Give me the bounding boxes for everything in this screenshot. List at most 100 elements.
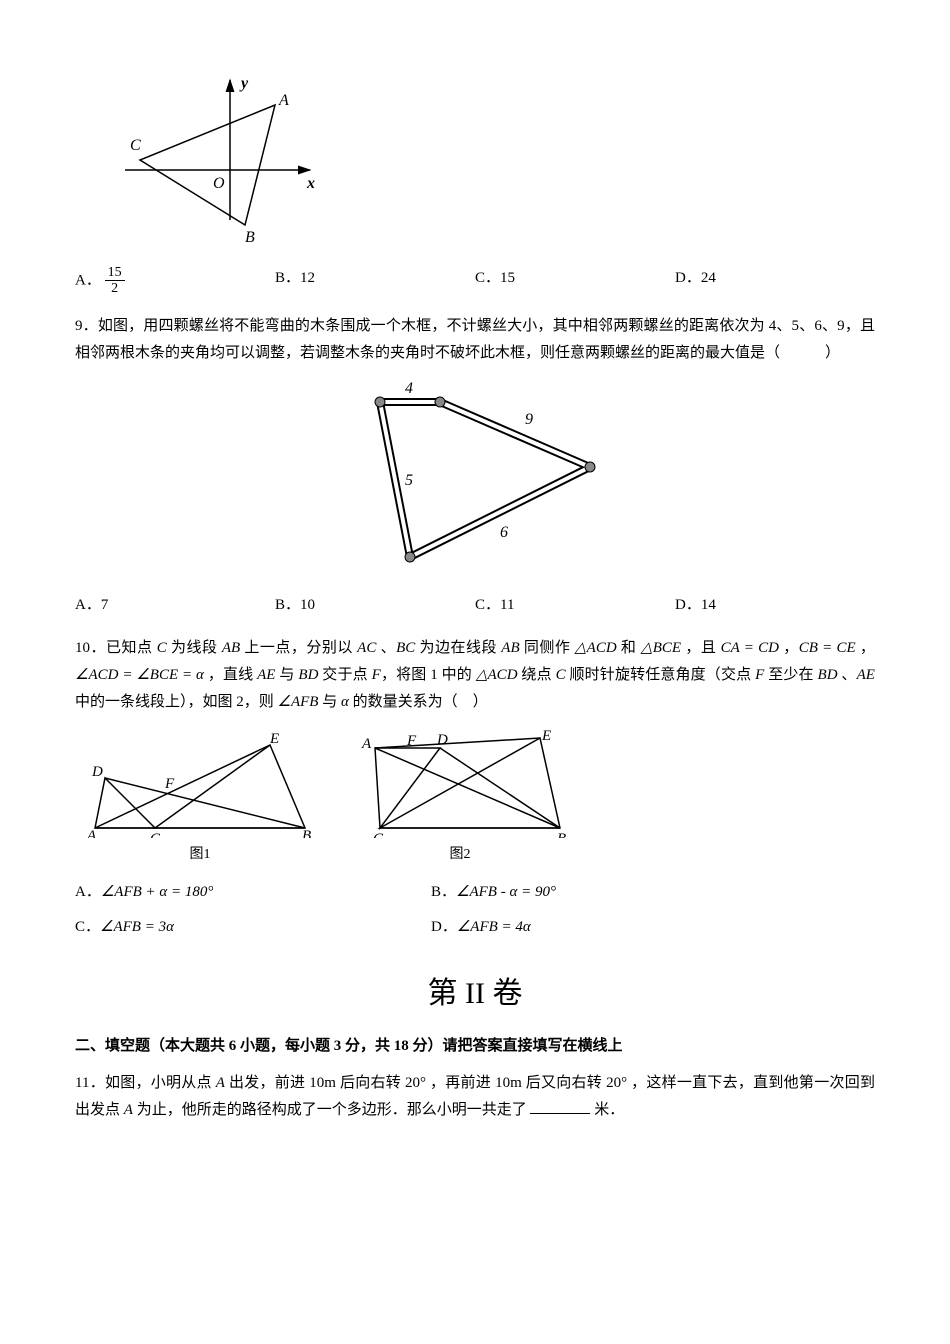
q10-CAeqCD: CA = CD <box>721 640 779 656</box>
q10-p2: 为线段 <box>167 640 222 656</box>
q8-option-D: D．24 <box>675 265 875 297</box>
q9-option-D: D．14 <box>675 592 875 619</box>
q10-C: C <box>157 640 167 656</box>
q10-D-formula: ∠AFB = 4α <box>457 919 531 935</box>
q11-p6: 米． <box>590 1102 624 1118</box>
svg-text:D: D <box>91 764 103 780</box>
q10-C2: C <box>556 667 566 683</box>
q10-C-formula: ∠AFB = 3α <box>100 919 174 935</box>
q10-AC: AC <box>357 640 376 656</box>
svg-text:E: E <box>541 728 551 744</box>
q10-BD1: BD <box>298 667 318 683</box>
q10-p10: ， <box>856 640 875 656</box>
q10-AE2: AE <box>857 667 875 683</box>
q8-option-C: C．15 <box>475 265 675 297</box>
q10-fig2-label: 图2 <box>345 842 575 867</box>
q10-p11: ，直线 <box>204 667 257 683</box>
q11-p1: 如图，小明从点 <box>105 1075 216 1091</box>
q9-label-9: 9 <box>525 411 533 428</box>
q8-A-fraction: 15 2 <box>105 265 125 297</box>
q10-BC1: BC <box>396 640 415 656</box>
svg-text:D: D <box>436 732 448 748</box>
q10-p9: ， <box>779 640 799 656</box>
q10-A-formula: ∠AFB + α = 180° <box>101 884 214 900</box>
q8-figure: y x O A B C <box>75 70 875 255</box>
q10-F2: F <box>755 667 764 683</box>
q10-B-formula: ∠AFB - α = 90° <box>456 884 556 900</box>
point-B: B <box>245 229 255 245</box>
q10-p5: 为边在线段 <box>415 640 501 656</box>
q8-option-A: A． 15 2 <box>75 265 275 297</box>
point-C: C <box>130 137 141 154</box>
q9-option-B: B．10 <box>275 592 475 619</box>
q10-option-C: C．∠AFB = 3α <box>75 914 411 941</box>
svg-text:C: C <box>150 831 161 838</box>
q9-svg: 4 9 5 6 <box>325 377 625 572</box>
q10-alpha: α <box>341 694 349 710</box>
svg-text:E: E <box>269 731 279 747</box>
q8-options: A． 15 2 B．12 C．15 D．24 <box>75 265 875 297</box>
q10-p18: 、 <box>838 667 857 683</box>
q10-number: 10． <box>75 640 106 656</box>
q10-fig1: A C B D E F <box>85 728 315 838</box>
q8-svg: y x O A B C <box>115 70 335 245</box>
section2-heading: 第 II 卷 <box>75 967 875 1021</box>
q9-text: 9．如图，用四颗螺丝将不能弯曲的木条围成一个木框，不计螺丝大小，其中相邻两颗螺丝… <box>75 313 875 367</box>
q10-figures: A C B D E F C B A D E F <box>75 728 875 838</box>
q10-text: 10．已知点 C 为线段 AB 上一点，分别以 AC 、BC 为边在线段 AB … <box>75 635 875 716</box>
q10-triACD2: △ACD <box>476 667 518 683</box>
q9-label-5: 5 <box>405 472 413 489</box>
q11-p5: 为止，他所走的路径构成了一个多边形．那么小明一共走了 <box>133 1102 531 1118</box>
q10-p15: 绕点 <box>518 667 556 683</box>
q9-options: A．7 B．10 C．11 D．14 <box>75 592 875 619</box>
q11-deg1: 20° <box>405 1075 426 1091</box>
q11-text: 11．如图，小明从点 A 出发，前进 10m 后向右转 20° ，再前进 10m… <box>75 1070 875 1124</box>
q9-figure: 4 9 5 6 <box>75 377 875 582</box>
q10-p3: 上一点，分别以 <box>240 640 357 656</box>
q10-D-prefix: D． <box>431 919 457 935</box>
q9-label-4: 4 <box>405 380 413 397</box>
q10-BD2: BD <box>818 667 838 683</box>
q10-F: F <box>372 667 381 683</box>
q10-p6: 同侧作 <box>520 640 575 656</box>
q10-triBCE: △BCE <box>641 640 681 656</box>
svg-text:B: B <box>557 831 566 838</box>
origin-label: O <box>213 175 225 192</box>
q10-AE: AE <box>257 667 275 683</box>
point-A: A <box>278 92 289 109</box>
q10-C-prefix: C． <box>75 919 100 935</box>
q10-p12: 与 <box>275 667 298 683</box>
q10-B-prefix: B． <box>431 884 456 900</box>
q8-A-prefix: A． <box>75 272 101 288</box>
q8-A-den: 2 <box>105 281 125 296</box>
q11-deg2: 20° <box>606 1075 627 1091</box>
section2-subheading: 二、填空题（本大题共 6 小题，每小题 3 分，共 18 分）请把答案直接填写在… <box>75 1033 875 1060</box>
svg-text:F: F <box>164 776 175 792</box>
q10-AB2: AB <box>501 640 519 656</box>
svg-text:A: A <box>86 828 97 838</box>
q10-p20: 与 <box>318 694 341 710</box>
q10-p19: 中的一条线段上），如图 2，则 <box>75 694 278 710</box>
svg-text:C: C <box>373 831 384 838</box>
q9-number: 9． <box>75 318 98 334</box>
axis-label-x: x <box>306 175 315 192</box>
q10-A-prefix: A． <box>75 884 101 900</box>
q10-p7: 和 <box>617 640 641 656</box>
q11-number: 11． <box>75 1075 105 1091</box>
q10-p17: 至少在 <box>764 667 817 683</box>
q10-fig-labels: 图1 图2 <box>75 842 875 867</box>
q10-fig2: C B A D E F <box>345 728 575 838</box>
q9-option-C: C．11 <box>475 592 675 619</box>
q10-CBeqCE: CB = CE <box>799 640 856 656</box>
q10-fig1-label: 图1 <box>85 842 315 867</box>
q11-A2: A <box>124 1102 133 1118</box>
q10-p4: 、 <box>376 640 396 656</box>
svg-text:B: B <box>302 828 311 838</box>
q11-p2: 出发，前进 10m 后向右转 <box>225 1075 405 1091</box>
q10-p8: ，且 <box>681 640 721 656</box>
q10-options: A．∠AFB + α = 180° B．∠AFB - α = 90° C．∠AF… <box>75 879 875 949</box>
q10-option-D: D．∠AFB = 4α <box>411 914 747 941</box>
q9-body: 如图，用四颗螺丝将不能弯曲的木条围成一个木框，不计螺丝大小，其中相邻两颗螺丝的距… <box>75 318 875 361</box>
q11-blank[interactable] <box>530 1099 590 1114</box>
q10-AB1: AB <box>222 640 240 656</box>
